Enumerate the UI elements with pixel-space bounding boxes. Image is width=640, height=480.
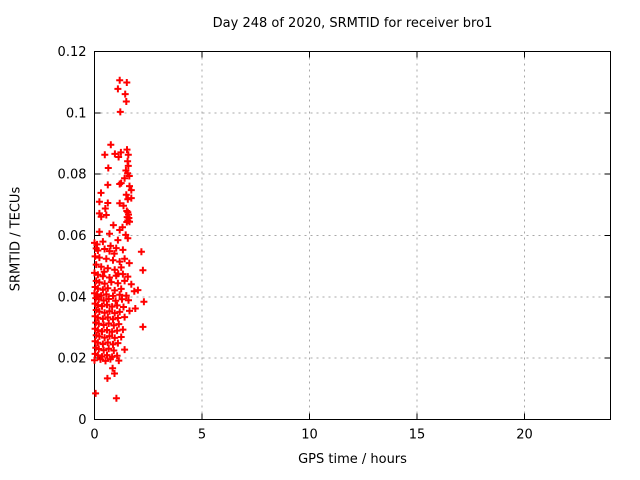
svg-text:0.06: 0.06 (58, 229, 87, 244)
svg-text:0: 0 (78, 413, 86, 428)
axes-frame (94, 51, 611, 420)
svg-text:0.1: 0.1 (66, 106, 87, 121)
y-axis-label-text: SRMTID / TECUs (8, 186, 24, 292)
svg-text:0.04: 0.04 (58, 290, 87, 305)
scatter-points (91, 76, 148, 402)
svg-text:0.08: 0.08 (58, 168, 87, 183)
svg-text:5: 5 (198, 428, 206, 443)
svg-text:15: 15 (409, 428, 426, 443)
svg-text:0.02: 0.02 (58, 352, 87, 367)
svg-text:0.12: 0.12 (58, 45, 87, 60)
svg-text:20: 20 (516, 428, 533, 443)
x-tick-labels: 0 5 10 15 20 (90, 428, 532, 443)
chart-title: Day 248 of 2020, SRMTID for receiver bro… (212, 16, 493, 31)
svg-text:10: 10 (301, 428, 318, 443)
x-axis-label: GPS time / hours (298, 452, 407, 467)
y-tick-labels: 0 0.02 0.04 0.06 0.08 0.1 0.12 (58, 45, 87, 428)
svg-text:0: 0 (90, 428, 98, 443)
grid-lines (94, 51, 611, 420)
